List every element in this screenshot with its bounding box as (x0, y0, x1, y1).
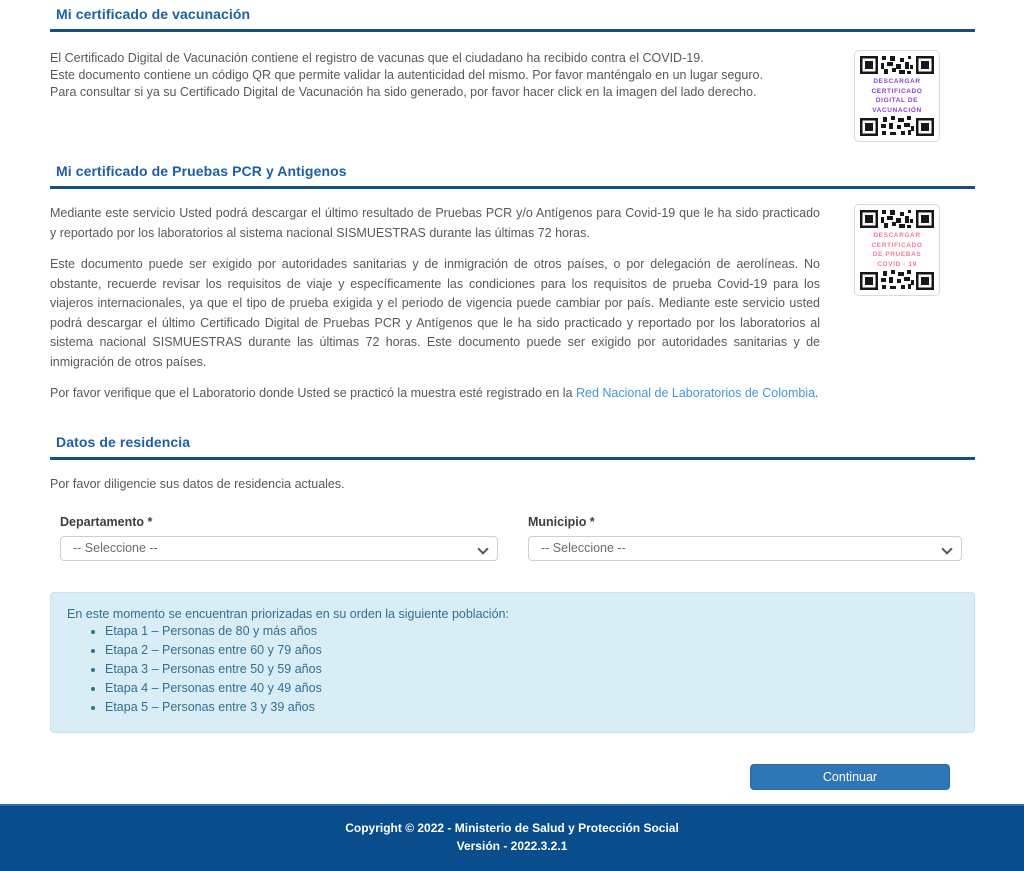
municipio-select[interactable]: -- Seleccione -- (528, 535, 962, 561)
stage-list-item: Etapa 3 – Personas entre 50 y 59 años (105, 661, 958, 678)
priority-stages-alert: En este momento se encuentran priorizada… (50, 591, 975, 733)
qr-caption-line: DESCARGAR (873, 78, 921, 85)
continue-button[interactable]: Continuar (750, 763, 950, 790)
priority-stages-list: Etapa 1 – Personas de 80 y más años Etap… (67, 623, 958, 716)
qr-code-bottom-icon (860, 116, 934, 136)
qr-caption-line: COVID - 19 (877, 260, 917, 268)
stage-list-item: Etapa 4 – Personas entre 40 y 49 años (105, 680, 958, 697)
residencia-intro: Por favor diligencie sus datos de reside… (50, 476, 345, 491)
pruebas-paragraph-1: Mediante este servicio Usted podrá desca… (50, 206, 820, 240)
footer-copyright: Copyright © 2022 - Ministerio de Salud y… (345, 820, 679, 835)
qr-caption-line: DIGITAL DE (875, 97, 919, 104)
section-title-residencia: Datos de residencia (56, 433, 191, 450)
stage-list-item: Etapa 1 – Personas de 80 y más años (105, 623, 958, 640)
vacunacion-description: El Certificado Digital de Vacunación con… (50, 50, 820, 101)
chevron-down-icon (479, 545, 487, 553)
lab-verification-text: Por favor verifique que el Laboratorio d… (50, 386, 576, 400)
qr-code-top-icon (860, 56, 934, 74)
vacunacion-line-3: Para consultar si ya su Certificado Digi… (50, 85, 757, 99)
vacunacion-line-2: Este documento contiene un código QR que… (50, 68, 763, 82)
download-test-certificate-qr-button[interactable]: DESCARGAR CERTIFICADO DE PRUEBAS COVID -… (854, 204, 940, 296)
pruebas-paragraph-2: Este documento puede ser exigido por aut… (50, 257, 820, 369)
departamento-label: Departamento * (60, 514, 153, 529)
residence-form: Departamento * -- Seleccione -- Municipi… (50, 515, 975, 561)
municipio-selected-value: -- Seleccione -- (541, 541, 626, 555)
section-title-vacunacion: Mi certificado de vacunación (56, 6, 251, 22)
municipio-label: Municipio * (528, 514, 595, 529)
qr-code-top-icon (860, 210, 934, 228)
title-divider (50, 456, 975, 460)
section-vacunacion: Mi certificado de vacunación El Certific… (50, 6, 975, 142)
footer-version: Versión - 2022.3.2.1 (456, 838, 568, 853)
section-title-pruebas: Mi certificado de Pruebas PCR y Antigeno… (56, 163, 347, 179)
qr-caption-line: VACUNACIÓN (872, 106, 922, 114)
qr-code-bottom-icon (860, 270, 934, 290)
lab-verification-line: Por favor verifique que el Laboratorio d… (50, 386, 819, 400)
section-pruebas: Mi certificado de Pruebas PCR y Antigeno… (50, 163, 975, 404)
departamento-selected-value: -- Seleccione -- (73, 541, 158, 555)
red-nacional-laboratorios-link[interactable]: Red Nacional de Laboratorios de Colombia (576, 386, 816, 400)
qr-caption-line: DE PRUEBAS (872, 251, 922, 258)
title-divider (50, 29, 975, 32)
main-content: Mi certificado de vacunación El Certific… (0, 0, 1024, 790)
page-footer: Copyright © 2022 - Ministerio de Salud y… (0, 803, 1024, 871)
priority-alert-intro: En este momento se encuentran priorizada… (67, 606, 509, 621)
section-residencia: Datos de residencia Por favor diligencie… (50, 434, 975, 790)
stage-list-item: Etapa 2 – Personas entre 60 y 79 años (105, 642, 958, 659)
stage-list-item: Etapa 5 – Personas entre 3 y 39 años (105, 699, 958, 716)
qr-caption-line: DESCARGAR (873, 232, 921, 239)
qr-caption-line: CERTIFICADO (871, 87, 923, 95)
pruebas-description: Mediante este servicio Usted podrá desca… (50, 204, 820, 404)
title-divider (50, 186, 975, 189)
departamento-select[interactable]: -- Seleccione -- (60, 535, 498, 561)
qr-caption-line: CERTIFICADO (871, 241, 923, 249)
download-vaccination-certificate-qr-button[interactable]: DESCARGAR CERTIFICADO DIGITAL DE VACUNAC… (854, 50, 940, 142)
chevron-down-icon (943, 545, 951, 553)
vacunacion-line-1: El Certificado Digital de Vacunación con… (50, 51, 704, 65)
